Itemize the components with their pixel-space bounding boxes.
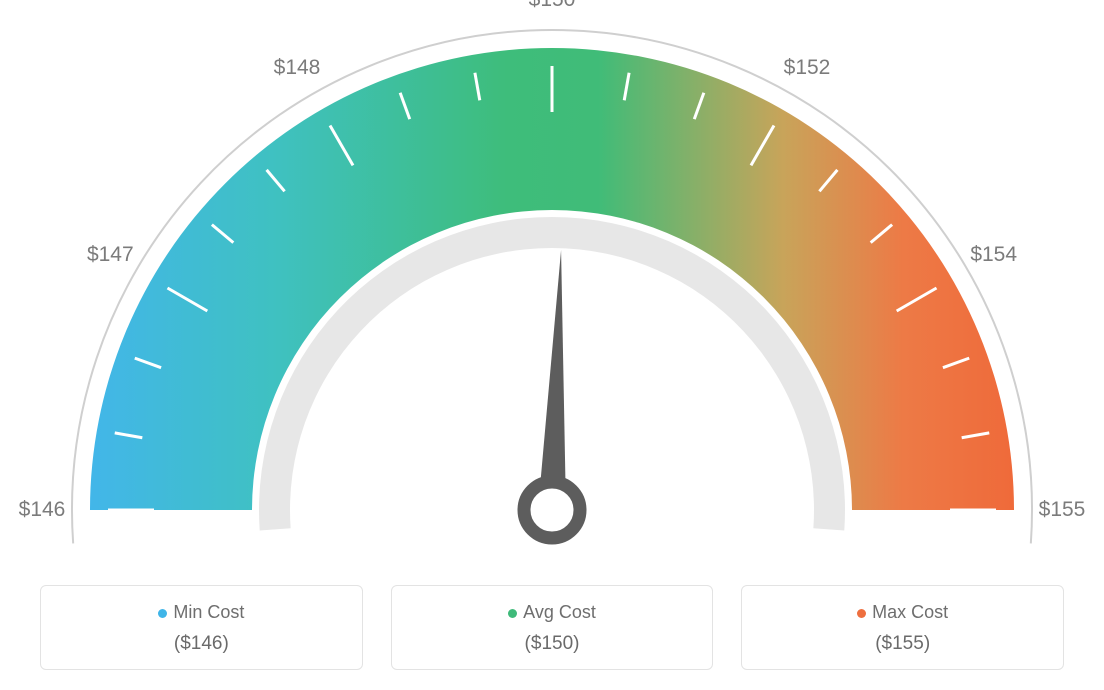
- legend-title-text: Min Cost: [173, 602, 244, 622]
- gauge-tick-label: $154: [970, 243, 1017, 267]
- gauge: $146 $147 $148 $150 $152 $154 $155: [0, 0, 1104, 560]
- legend-value-avg: ($150): [402, 633, 703, 655]
- legend-card-min: Min Cost ($146): [40, 585, 363, 670]
- legend-value-max: ($155): [752, 633, 1053, 655]
- legend-card-avg: Avg Cost ($150): [391, 585, 714, 670]
- legend-title-text: Avg Cost: [523, 602, 596, 622]
- gauge-tick-label: $146: [19, 498, 66, 522]
- legend-title-min: Min Cost: [51, 602, 352, 623]
- gauge-tick-label: $147: [87, 243, 134, 267]
- gauge-tick-label: $150: [529, 0, 576, 12]
- legend-card-max: Max Cost ($155): [741, 585, 1064, 670]
- legend-title-avg: Avg Cost: [402, 602, 703, 623]
- gauge-tick-label: $152: [784, 56, 831, 80]
- legend-title-max: Max Cost: [752, 602, 1053, 623]
- dot-icon: [158, 609, 167, 618]
- gauge-tick-label: $148: [274, 56, 321, 80]
- legend-value-min: ($146): [51, 633, 352, 655]
- dot-icon: [508, 609, 517, 618]
- gauge-tick-label: $155: [1039, 498, 1086, 522]
- legend-title-text: Max Cost: [872, 602, 948, 622]
- legend-row: Min Cost ($146) Avg Cost ($150) Max Cost…: [40, 585, 1064, 670]
- gauge-chart-container: $146 $147 $148 $150 $152 $154 $155 Min Cost ($…: [0, 0, 1104, 690]
- dot-icon: [857, 609, 866, 618]
